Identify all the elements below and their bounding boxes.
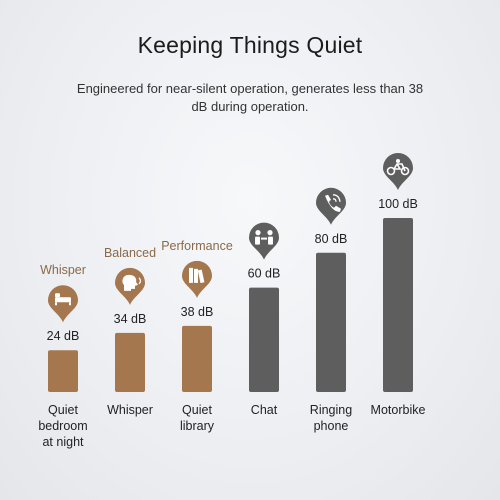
chat-people-icon — [255, 230, 273, 245]
chart-title: Keeping Things Quiet — [137, 32, 363, 58]
location-pin-marker — [316, 187, 346, 225]
mode-label: Performance — [161, 239, 233, 253]
bar — [182, 325, 212, 392]
value-label: 38 dB — [181, 305, 214, 319]
value-label: 100 dB — [378, 197, 418, 211]
whisper-head-icon — [122, 274, 142, 291]
motorbike-icon — [386, 159, 410, 176]
bar — [316, 252, 346, 392]
bar — [115, 332, 145, 392]
value-label: 34 dB — [114, 312, 147, 326]
bar — [249, 287, 279, 392]
phone-icon — [325, 194, 341, 212]
location-pin-marker — [115, 267, 145, 305]
category-label: Whisper — [107, 403, 153, 417]
category-label: Quiet bedroom at night — [38, 403, 87, 449]
mode-label: Balanced — [104, 246, 156, 260]
location-pin-marker — [48, 285, 78, 323]
location-pin-marker — [249, 222, 279, 260]
category-label: Chat — [251, 403, 278, 417]
value-label: 80 dB — [315, 232, 348, 246]
value-label: 24 dB — [47, 329, 80, 343]
bar — [383, 218, 413, 392]
category-label: Motorbike — [371, 403, 426, 417]
category-label: Ringing phone — [310, 403, 352, 433]
category-label: Quiet library — [180, 403, 215, 433]
value-label: 60 dB — [248, 267, 281, 281]
chart-subtitle: Engineered for near-silent operation, ge… — [76, 81, 424, 114]
mode-label: Whisper — [40, 263, 86, 277]
location-pin-marker — [383, 153, 413, 190]
books-icon — [189, 267, 205, 284]
bed-icon — [55, 293, 71, 306]
bar — [48, 350, 78, 392]
location-pin-marker — [182, 260, 212, 298]
